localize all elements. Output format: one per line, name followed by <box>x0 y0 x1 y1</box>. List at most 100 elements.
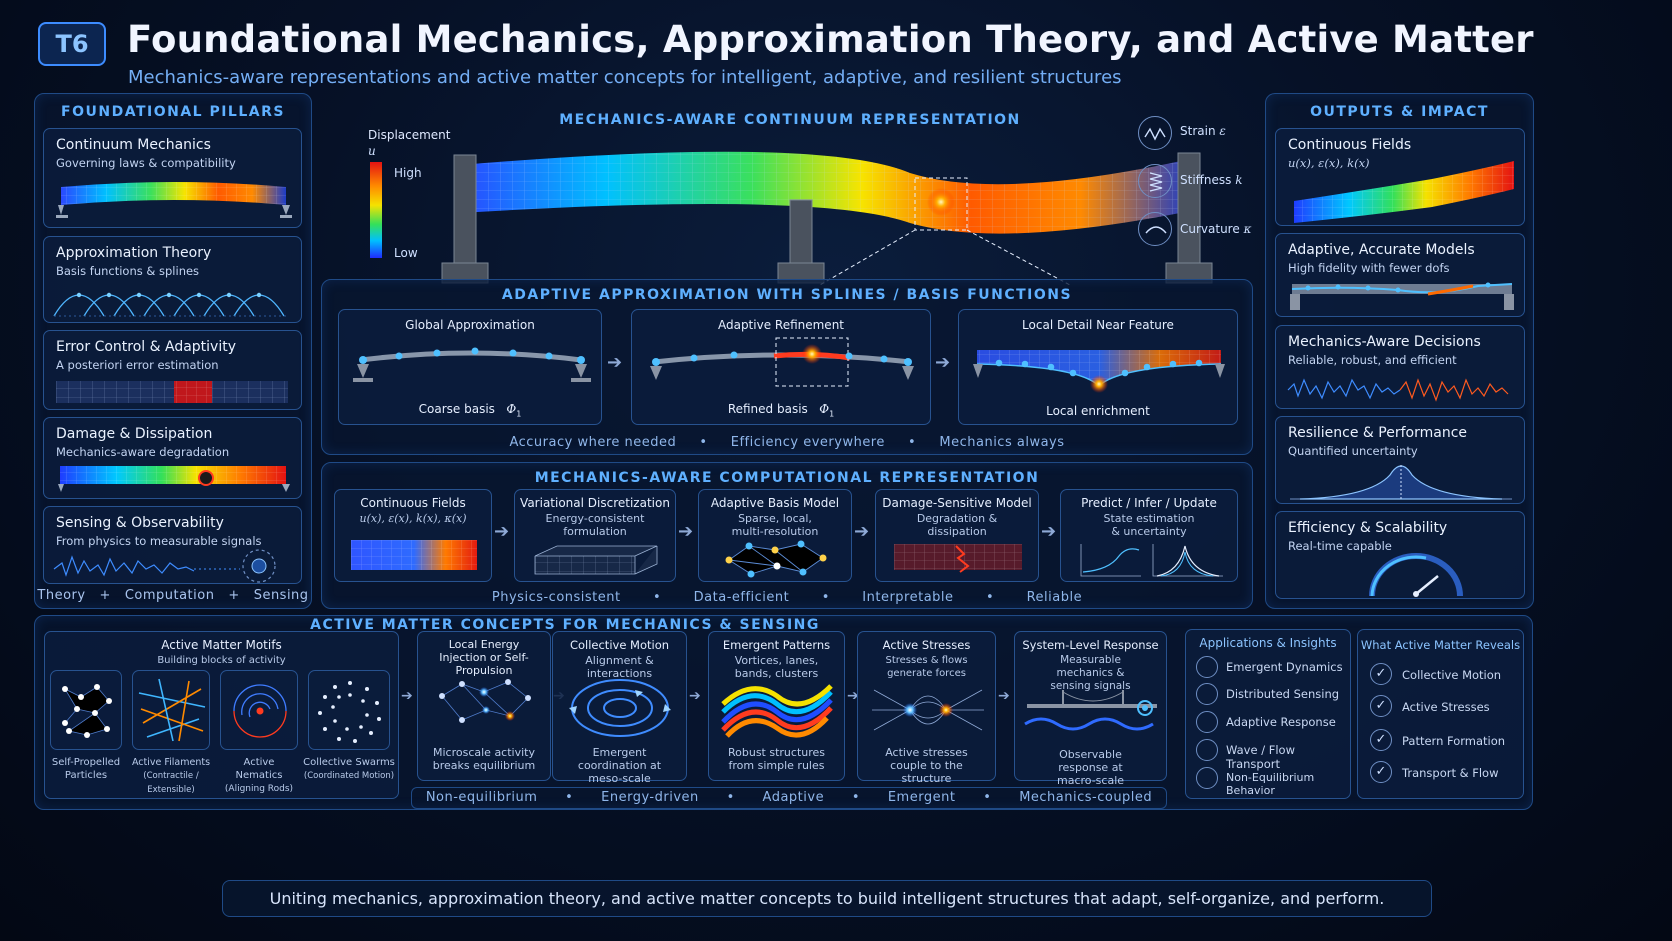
footer-word: Theory <box>37 588 86 603</box>
arrow-right-icon: ➔ <box>494 521 510 542</box>
strain-wave-icon <box>1138 116 1172 150</box>
pillar-error-control: Error Control & Adaptivity A posteriori … <box>43 330 302 410</box>
swarm-icon <box>318 681 381 743</box>
active-matter-heading: ACTIVE MATTER CONCEPTS FOR MECHANICS & S… <box>310 617 820 633</box>
arrow-right-icon: ➔ <box>678 521 694 542</box>
footer-word: Emergent <box>887 790 956 805</box>
uncertainty-plot-icon <box>1080 544 1223 577</box>
step-title: Adaptive Basis Model <box>710 496 840 510</box>
arrow-right-icon: ➔ <box>854 521 870 542</box>
pillar-sub: From physics to measurable signals <box>56 534 262 548</box>
emergent-dynamics-icon <box>1196 656 1218 678</box>
footer-word: Interpretable <box>862 590 954 605</box>
stage-title: Emergent Patterns <box>722 638 831 652</box>
basis-functions-icon <box>53 292 286 317</box>
pattern-bands-icon <box>721 684 833 738</box>
decision-signal-icon <box>1287 378 1509 402</box>
footer-sep: • <box>983 790 992 805</box>
speed-gauge-icon <box>1369 553 1463 597</box>
output-efficiency: Efficiency & Scalability Real-time capab… <box>1275 511 1525 599</box>
motif-filaments <box>132 670 210 750</box>
footer-word: Efficiency everywhere <box>730 435 885 450</box>
footer-sep: • <box>653 590 662 605</box>
output-sub: Quantified uncertainty <box>1288 444 1418 458</box>
footer-word: Mechanics-coupled <box>1019 790 1153 805</box>
motif-label: Active Nematics (Aligning Rods) <box>224 757 294 794</box>
pillar-damage: Damage & Dissipation Mechanics-aware deg… <box>43 417 302 499</box>
output-sub: Real-time capable <box>1288 539 1392 553</box>
global-approximation-card: Global Approximation Coarse basis Φ1 <box>338 309 602 425</box>
pillar-sub: Governing laws & compatibility <box>56 156 236 170</box>
step-title: Continuous Fields <box>360 496 466 510</box>
signal-sensor-icon <box>53 549 276 583</box>
footer-word: Adaptive <box>762 790 825 805</box>
computational-footer: Physics-consistent • Data-efficient • In… <box>322 590 1252 605</box>
mesh-refinement-icon <box>56 381 288 403</box>
stage-caption: Microscale activity breaks equilibrium <box>432 746 536 772</box>
pillar-sub: Basis functions & splines <box>56 264 200 278</box>
arrow-right-icon: ➔ <box>998 688 1010 704</box>
stage-title: Active Stresses <box>882 638 971 652</box>
stage-emergent-patterns: Emergent Patterns Vortices, lanes, bands… <box>708 631 845 781</box>
card-title: Global Approximation <box>405 318 535 332</box>
stage-caption: Active stresses couple to the structure <box>885 746 968 785</box>
output-title: Efficiency & Scalability <box>1288 520 1448 536</box>
comp-step-variational: Variational Discretization Energy-consis… <box>514 489 676 582</box>
comp-step-adaptive-basis: Adaptive Basis Model Sparse, local, mult… <box>698 489 852 582</box>
footer-sep: • <box>908 435 917 450</box>
badge: T6 <box>38 22 106 66</box>
active-matter-panel: ACTIVE MATTER CONCEPTS FOR MECHANICS & S… <box>34 615 1533 810</box>
bottom-banner: Uniting mechanics, approximation theory,… <box>222 880 1432 917</box>
bridge-sensor-icon <box>1024 690 1157 731</box>
outputs-heading: OUTPUTS & IMPACT <box>1310 104 1489 120</box>
adaptive-heading: ADAPTIVE APPROXIMATION WITH SPLINES / BA… <box>501 287 1073 303</box>
footer-word: Mechanics always <box>939 435 1065 450</box>
applications-card: Applications & Insights Emergent Dynamic… <box>1185 629 1351 799</box>
output-models: Adaptive, Accurate Models High fidelity … <box>1275 233 1525 317</box>
stage-sub: Measurable mechanics & sensing signals <box>1050 654 1131 692</box>
stage-system-response: System-Level Response Measurable mechani… <box>1014 631 1167 787</box>
infinity-icon <box>1196 767 1218 789</box>
displacement-legend: Displacement u High Low <box>368 128 451 268</box>
application-item: Emergent Dynamics <box>1226 660 1343 674</box>
colorbar <box>370 162 382 258</box>
footer-sep: • <box>821 590 830 605</box>
filaments-icon <box>138 678 206 742</box>
motifs-card: Active Matter Motifs Building blocks of … <box>44 631 399 799</box>
application-item: Adaptive Response <box>1226 715 1336 729</box>
damaged-beam-icon <box>58 466 290 492</box>
step-sub: Degradation & dissipation <box>916 512 998 538</box>
reveal-item: Collective Motion <box>1402 668 1502 682</box>
footer-word: Data-efficient <box>693 590 790 605</box>
card-caption: Coarse basis Φ1 <box>418 402 522 419</box>
output-resilience: Resilience & Performance Quantified unce… <box>1275 416 1525 504</box>
stage-caption: Robust structures from simple rules <box>727 746 826 772</box>
adaptive-refinement-card: Adaptive Refinement Refined basis Φ1 <box>631 309 931 425</box>
reveals-card: What Active Matter Reveals ✓ Collective … <box>1357 629 1524 799</box>
local-detail-card: Local Detail Near Feature Local enrichme… <box>958 309 1238 425</box>
footer-word: Reliable <box>1026 590 1083 605</box>
footer-word: Non-equilibrium <box>425 790 538 805</box>
footer-sep: + <box>99 588 111 603</box>
pillar-sensing: Sensing & Observability From physics to … <box>43 506 302 584</box>
pillar-continuum: Continuum Mechanics Governing laws & com… <box>43 128 302 228</box>
pillar-title: Damage & Dissipation <box>56 426 213 442</box>
spring-icon <box>1138 164 1172 198</box>
check-circle-icon: ✓ <box>1370 695 1392 717</box>
application-item: Distributed Sensing <box>1226 687 1340 701</box>
pillars-footer: Theory + Computation + Sensing <box>35 588 311 603</box>
gaussian-icon <box>1290 465 1512 500</box>
legend-high: High <box>394 166 422 180</box>
bridge-beam-field <box>441 151 1213 286</box>
output-title: Adaptive, Accurate Models <box>1288 242 1475 258</box>
step-title: Variational Discretization <box>520 496 670 510</box>
application-item: Non-Equilibrium Behavior <box>1226 771 1315 797</box>
footer-word: Sensing <box>253 588 309 603</box>
pillars-panel: FOUNDATIONAL PILLARS Continuum Mechanics… <box>34 93 312 609</box>
arrow-right-icon: ➔ <box>1041 521 1057 542</box>
arrow-right-icon: ➔ <box>847 688 859 704</box>
step-sub: Sparse, local, multi-resolution <box>731 512 819 538</box>
stage-sub: Alignment & interactions <box>585 654 654 680</box>
motif-label: Collective Swarms (Coordinated Motion) <box>303 757 395 781</box>
stress-field-icon <box>872 689 984 731</box>
